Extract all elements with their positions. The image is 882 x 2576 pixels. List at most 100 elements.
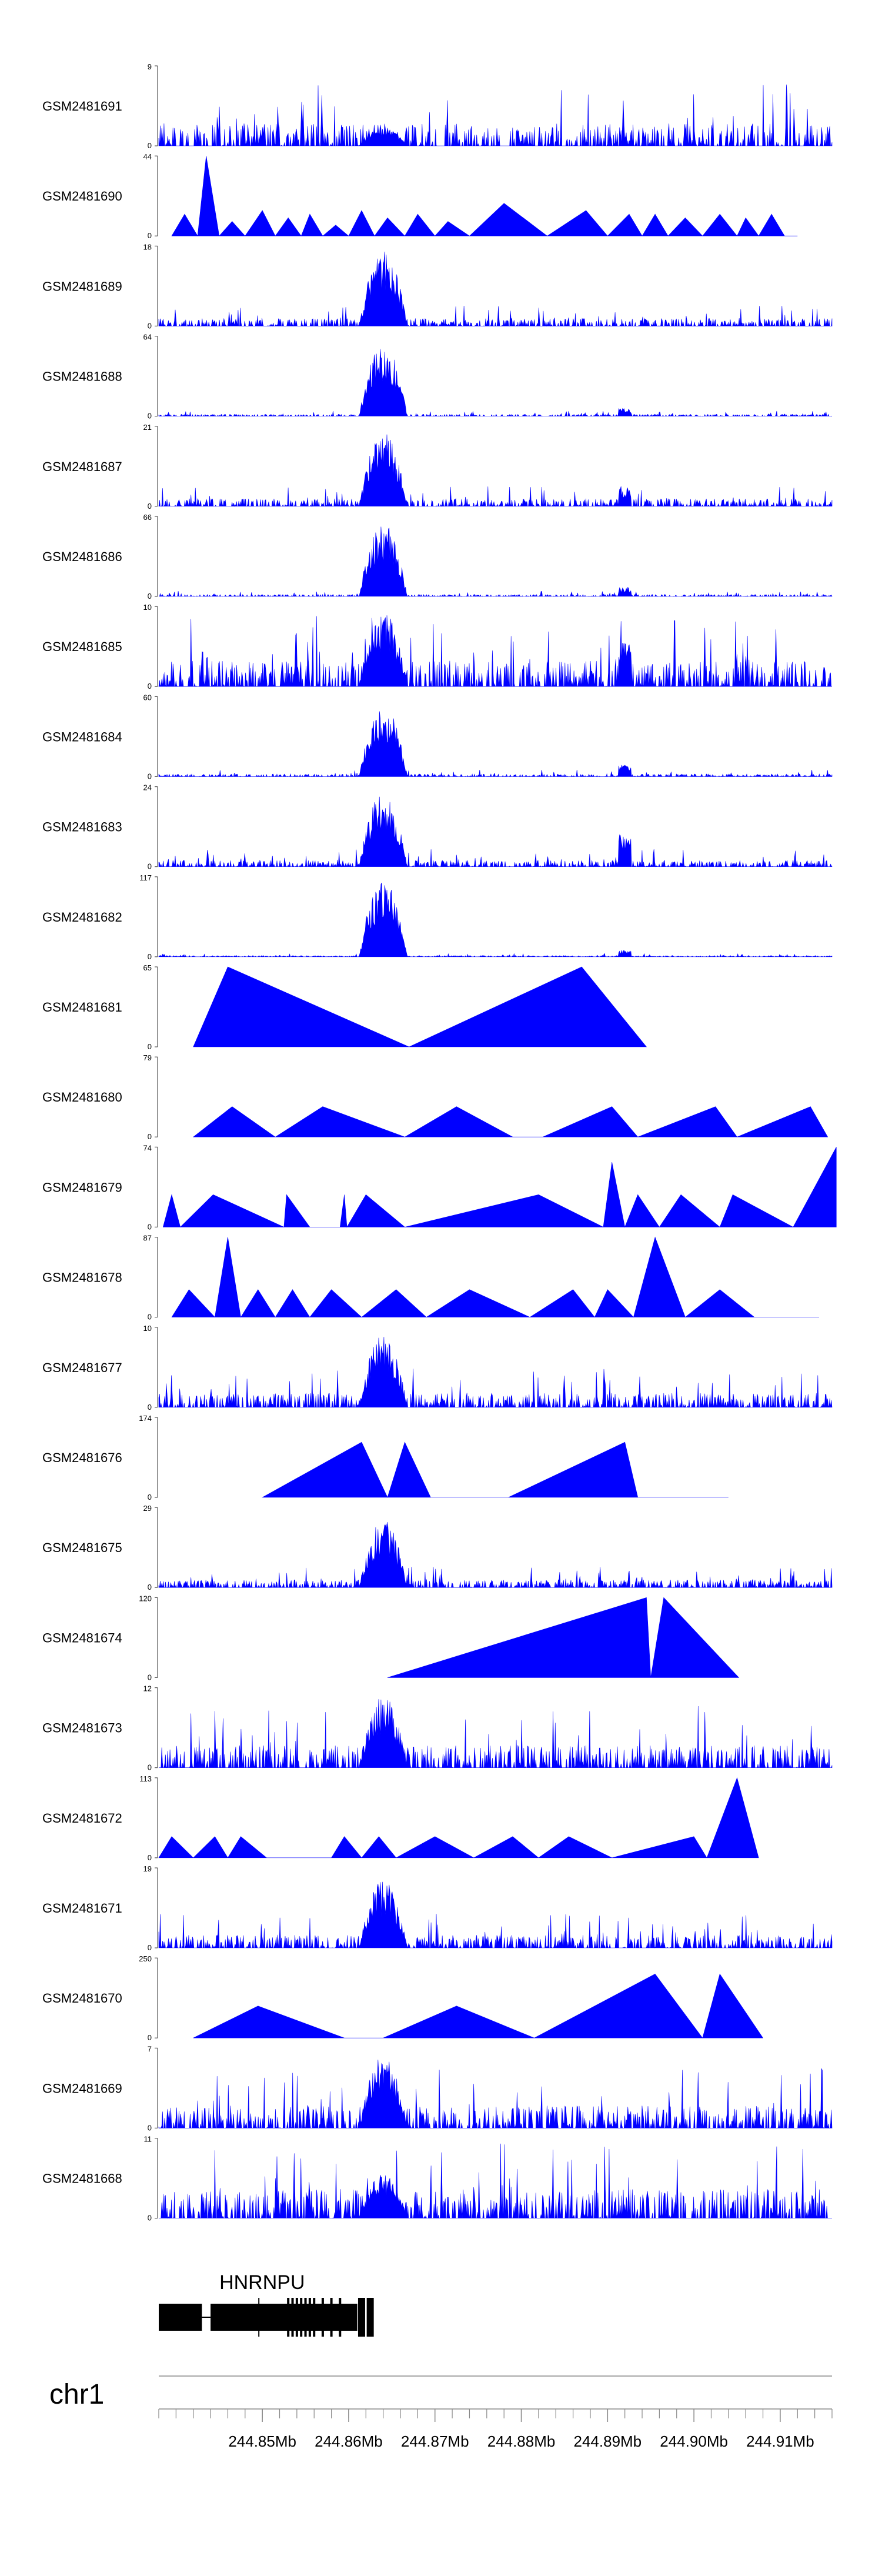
gene-label: HNRNPU <box>219 2271 305 2294</box>
track-GSM2481691: GSM2481691 9 0 <box>42 62 833 150</box>
track-GSM2481669: GSM2481669 7 0 <box>42 2044 833 2132</box>
track-GSM2481683: GSM2481683 24 0 <box>42 783 833 871</box>
track-GSM2481685: GSM2481685 10 0 <box>42 603 832 690</box>
gene-small-exon <box>291 2298 294 2337</box>
y-max-label: 79 <box>143 1053 152 1062</box>
track-label: GSM2481669 <box>42 2081 122 2095</box>
track-GSM2481687: GSM2481687 21 0 <box>42 423 833 510</box>
coverage-area <box>158 1337 833 1408</box>
y-max-label: 65 <box>143 963 152 972</box>
coverage-area <box>262 1442 729 1498</box>
y-max-label: 29 <box>143 1504 152 1513</box>
y-max-label: 74 <box>143 1143 152 1152</box>
gene-small-exon <box>321 2298 324 2337</box>
y-max-label: 12 <box>143 1684 152 1693</box>
coverage-area <box>171 156 798 237</box>
x-tick-label: 244.89Mb <box>574 2432 642 2450</box>
track-label: GSM2481691 <box>42 99 122 114</box>
y-max-label: 19 <box>143 1864 152 1873</box>
track-label: GSM2481679 <box>42 1180 122 1194</box>
y-min-label: 0 <box>148 1943 152 1952</box>
coverage-area <box>193 1973 764 2038</box>
y-max-label: 250 <box>139 1954 152 1963</box>
y-max-label: 174 <box>139 1414 152 1423</box>
track-GSM2481684: GSM2481684 60 0 <box>42 693 833 780</box>
track-GSM2481672: GSM2481672 113 0 <box>42 1774 759 1862</box>
track-label: GSM2481675 <box>42 1540 122 1555</box>
y-min-label: 0 <box>148 1763 152 1772</box>
track-GSM2481690: GSM2481690 44 0 <box>42 152 798 240</box>
track-GSM2481673: GSM2481673 12 0 <box>42 1684 833 1772</box>
gene-small-exon <box>308 2298 311 2337</box>
track-label: GSM2481681 <box>42 1000 122 1015</box>
y-min-label: 0 <box>148 1132 152 1141</box>
track-label: GSM2481687 <box>42 459 122 474</box>
gene-exon <box>366 2298 374 2337</box>
y-min-label: 0 <box>148 141 152 150</box>
gene-small-exon <box>313 2298 316 2337</box>
coverage-area <box>158 796 833 867</box>
track-label: GSM2481682 <box>42 910 122 925</box>
y-max-label: 24 <box>143 783 152 792</box>
y-max-label: 117 <box>139 873 152 882</box>
track-label: GSM2481680 <box>42 1090 122 1105</box>
coverage-area <box>171 1236 819 1318</box>
y-max-label: 64 <box>143 333 152 342</box>
y-min-label: 0 <box>148 772 152 780</box>
coverage-area <box>158 711 833 778</box>
track-label: GSM2481673 <box>42 1721 122 1736</box>
y-min-label: 0 <box>148 862 152 871</box>
track-label: GSM2481674 <box>42 1630 122 1645</box>
y-min-label: 0 <box>148 502 152 510</box>
y-max-label: 87 <box>143 1234 152 1243</box>
y-max-label: 7 <box>148 2044 152 2053</box>
track-label: GSM2481672 <box>42 1811 122 1826</box>
coverage-area <box>158 882 833 957</box>
track-GSM2481682: GSM2481682 117 0 <box>42 873 833 961</box>
y-max-label: 18 <box>143 242 152 251</box>
coverage-area <box>158 84 833 147</box>
x-tick-label: 244.90Mb <box>660 2432 728 2450</box>
coverage-area <box>158 349 833 417</box>
coverage-area <box>158 1777 759 1858</box>
y-min-label: 0 <box>148 682 152 690</box>
track-label: GSM2481676 <box>42 1450 122 1465</box>
coverage-area <box>158 526 833 598</box>
track-label: GSM2481670 <box>42 1991 122 2006</box>
track-GSM2481688: GSM2481688 64 0 <box>42 333 833 421</box>
coverage-area <box>159 1699 833 1769</box>
x-tick-label: 244.85Mb <box>228 2432 296 2450</box>
coverage-area <box>158 251 833 327</box>
track-GSM2481676: GSM2481676 174 0 <box>42 1414 729 1501</box>
x-tick-label: 244.86Mb <box>315 2432 383 2450</box>
track-GSM2481677: GSM2481677 10 0 <box>42 1324 833 1412</box>
gene-exon <box>159 2304 202 2331</box>
coverage-area <box>193 966 647 1047</box>
coverage-area <box>387 1597 740 1678</box>
y-min-label: 0 <box>148 952 152 961</box>
y-max-label: 60 <box>143 693 152 702</box>
y-min-label: 0 <box>148 2033 152 2042</box>
track-GSM2481678: GSM2481678 87 0 <box>42 1234 819 1322</box>
gene-small-exon <box>287 2298 290 2337</box>
y-max-label: 10 <box>143 603 152 612</box>
gene-exon <box>211 2304 358 2331</box>
y-min-label: 0 <box>148 1313 152 1322</box>
y-min-label: 0 <box>148 592 152 600</box>
coverage-area <box>192 1106 828 1137</box>
coverage-area <box>158 2060 833 2129</box>
track-GSM2481671: GSM2481671 19 0 <box>42 1864 833 1952</box>
track-label: GSM2481683 <box>42 820 122 835</box>
genome-axis: chr1 244.85Mb 244.86Mb 244.87Mb 244.88Mb 244… <box>49 2375 833 2450</box>
y-min-label: 0 <box>148 2214 152 2223</box>
y-min-label: 0 <box>148 1673 152 1681</box>
y-min-label: 0 <box>148 1583 152 1591</box>
y-max-label: 10 <box>143 1324 152 1333</box>
gene-small-exon <box>330 2298 333 2337</box>
y-max-label: 113 <box>139 1774 152 1783</box>
y-min-label: 0 <box>148 1853 152 1862</box>
y-max-label: 9 <box>148 62 152 71</box>
y-min-label: 0 <box>148 1042 152 1051</box>
x-tick-label: 244.91Mb <box>746 2432 814 2450</box>
